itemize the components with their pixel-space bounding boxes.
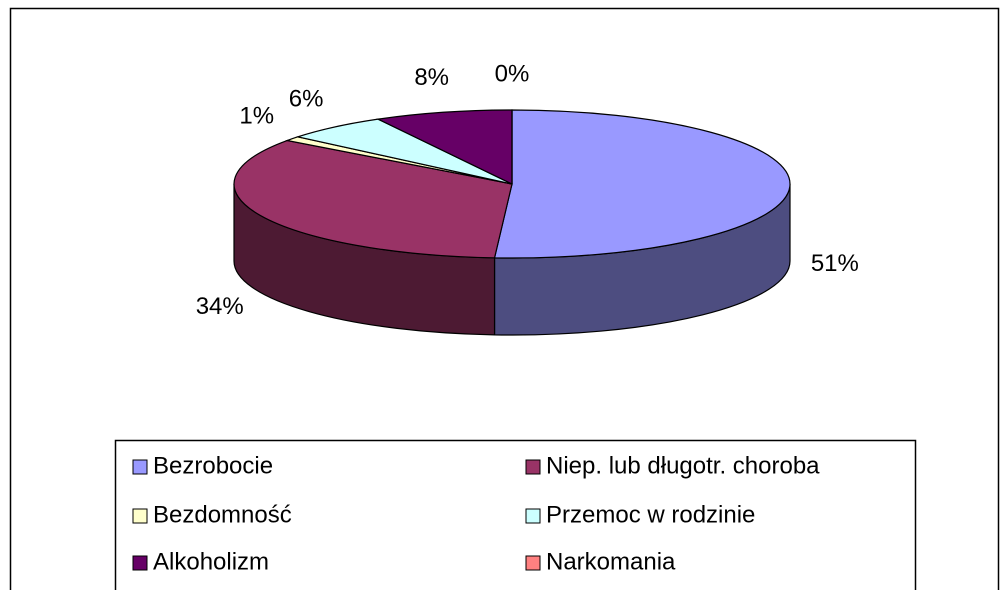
legend-swatch (525, 459, 541, 475)
legend-label: Bezdomność (153, 501, 292, 528)
legend-label: Bezrobocie (153, 452, 273, 479)
data-label: 0% (495, 60, 530, 87)
slice (493, 109, 791, 259)
data-label: 51% (811, 250, 859, 277)
legend-label: Przemoc w rodzinie (546, 501, 755, 528)
legend-swatch (525, 555, 541, 571)
data-label: 6% (289, 85, 324, 112)
legend-swatch (525, 508, 541, 524)
data-label: 8% (414, 64, 449, 91)
legend-label: Niep. lub długotr. choroba (546, 452, 820, 479)
legend-swatch (132, 555, 148, 571)
data-label: 34% (196, 293, 244, 320)
slice (376, 109, 513, 185)
legend-label: Alkoholizm (153, 548, 269, 575)
legend-swatch (132, 508, 148, 524)
legend-border (114, 439, 917, 590)
slice (233, 139, 513, 259)
legend-swatch (132, 459, 148, 475)
legend-label: Narkomania (546, 548, 676, 575)
data-label: 1% (239, 103, 274, 130)
